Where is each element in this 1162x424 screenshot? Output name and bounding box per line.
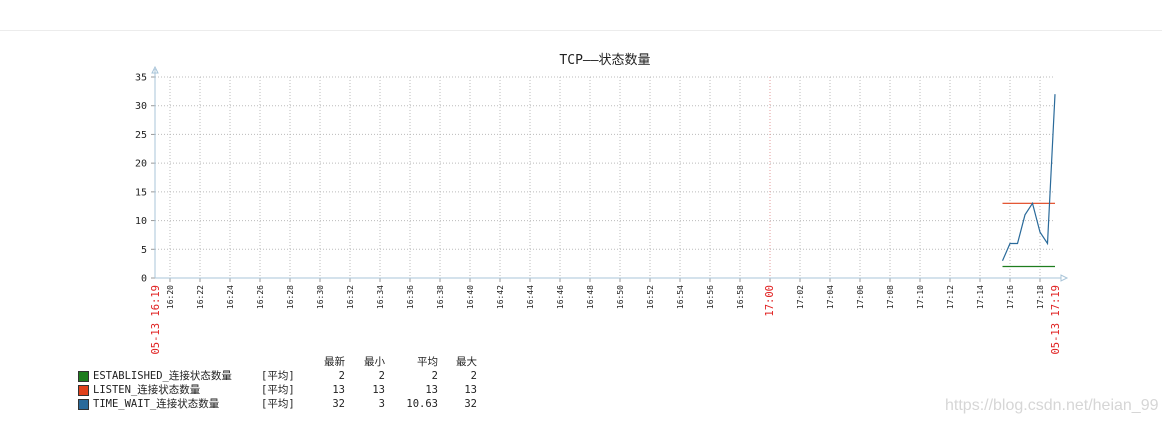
legend-avg: 13 (425, 384, 438, 396)
header-divider (0, 30, 1162, 31)
legend-max: 32 (464, 398, 477, 410)
x-start-label: 05-13 16:19 (150, 285, 162, 355)
legend-min: 13 (372, 384, 385, 396)
x-tick-label: 17:00 (764, 285, 776, 317)
legend-min: 3 (378, 398, 385, 410)
legend-series-name: LISTEN_连接状态数量 (93, 384, 201, 396)
x-tick-label: 16:50 (616, 285, 625, 309)
legend-header: 最新 最小 平均 最大 (78, 355, 477, 369)
legend-agg: [平均] (261, 370, 295, 382)
x-tick-label: 16:38 (436, 285, 445, 309)
x-tick-label: 16:34 (376, 285, 385, 309)
x-tick-label: 16:28 (286, 285, 295, 309)
legend-header-avg: 平均 (417, 356, 438, 368)
chart-title: TCP——状态数量 (559, 53, 650, 68)
y-tick-label: 0 (141, 274, 147, 285)
legend-last: 13 (332, 384, 345, 396)
legend-avg: 2 (431, 370, 438, 382)
y-axis-arrow (151, 65, 159, 74)
x-tick-label: 16:32 (346, 285, 355, 309)
legend-row-listen: LISTEN_连接状态数量 [平均] 13 13 13 13 (78, 383, 477, 397)
y-tick-label: 25 (135, 130, 147, 141)
tcp-state-chart: TCP——状态数量 0 5 10 15 20 25 30 35 16:20 16:22 16:24 16… (135, 53, 1069, 355)
x-tick-label: 16:46 (556, 285, 565, 309)
x-tick-label: 16:42 (496, 285, 505, 309)
legend-swatch (78, 370, 89, 382)
y-tick-label: 30 (135, 101, 147, 112)
legend-max: 2 (470, 370, 477, 382)
y-tick-label: 5 (141, 245, 147, 256)
y-tick-label: 15 (135, 187, 147, 198)
x-tick-label: 16:52 (646, 285, 655, 309)
x-tick-label: 16:54 (676, 285, 685, 309)
x-tick-label: 16:56 (706, 285, 715, 309)
legend-header-min: 最小 (364, 356, 385, 368)
x-tick-label: 16:24 (226, 285, 235, 309)
legend-series-name: ESTABLISHED_连接状态数量 (93, 370, 232, 382)
legend-avg: 10.63 (406, 398, 438, 410)
x-tick-label: 16:36 (406, 285, 415, 309)
x-tick-label: 16:40 (466, 285, 475, 309)
x-tick-label: 17:10 (916, 285, 925, 309)
legend-agg: [平均] (261, 398, 295, 410)
x-tick-label: 16:22 (196, 285, 205, 309)
y-tick-label: 35 (135, 73, 147, 84)
legend-last: 2 (338, 370, 345, 382)
legend-row-established: ESTABLISHED_连接状态数量 [平均] 2 2 2 2 (78, 369, 477, 383)
x-end-label: 05-13 17:19 (1050, 285, 1062, 355)
x-tick-label: 17:18 (1036, 285, 1045, 309)
legend-header-last: 最新 (324, 356, 345, 368)
x-tick-label: 16:20 (166, 285, 175, 309)
y-tick-label: 20 (135, 159, 147, 170)
legend-swatch (78, 398, 89, 410)
x-tick-label: 16:58 (736, 285, 745, 309)
x-tick-label: 17:14 (976, 285, 985, 309)
legend-row-time-wait: TIME_WAIT_连接状态数量 [平均] 32 3 10.63 32 (78, 397, 477, 411)
x-tick-label: 16:30 (316, 285, 325, 309)
x-tick-label: 17:12 (946, 285, 955, 309)
legend-min: 2 (378, 370, 385, 382)
x-tick-label: 17:04 (826, 285, 835, 309)
legend-max: 13 (464, 384, 477, 396)
legend-agg: [平均] (261, 384, 295, 396)
x-axis-arrow (1060, 274, 1069, 282)
chart-legend: 最新 最小 平均 最大 ESTABLISHED_连接状态数量 [平均] 2 2 … (78, 355, 477, 411)
legend-series-name: TIME_WAIT_连接状态数量 (93, 398, 220, 410)
x-tick-label: 16:44 (526, 285, 535, 309)
series-line-2 (1001, 94, 1056, 262)
watermark-text: https://blog.csdn.net/heian_99 (945, 397, 1159, 414)
y-tick-label: 10 (135, 216, 147, 227)
x-tick-label: 17:16 (1006, 285, 1015, 309)
x-tick-label: 16:48 (586, 285, 595, 309)
x-tick-label: 17:02 (796, 285, 805, 309)
x-tick-label: 17:06 (856, 285, 865, 309)
x-tick-label: 17:08 (886, 285, 895, 309)
legend-header-max: 最大 (456, 356, 477, 368)
legend-swatch (78, 384, 89, 396)
x-tick-label: 16:26 (256, 285, 265, 309)
legend-last: 32 (332, 398, 345, 410)
